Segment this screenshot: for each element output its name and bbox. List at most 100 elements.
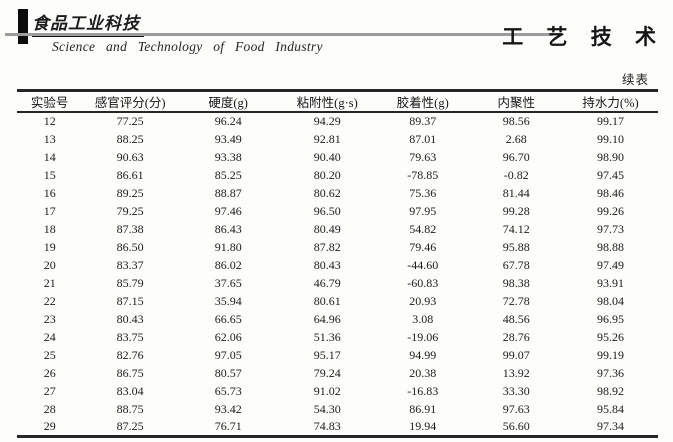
- value-cell: 97.95: [409, 203, 437, 218]
- value-cell: 98.90: [597, 149, 625, 164]
- value-cell: 86.02: [214, 257, 242, 272]
- table-row: 17 79.25 97.46 96.50 97.95 99.28 99.26: [17, 202, 658, 220]
- table-row: 25 82.76 97.05 95.17 94.99 99.07 99.19: [17, 346, 658, 364]
- value-cell: 79.24: [313, 365, 341, 380]
- value-cell: 80.49: [313, 221, 341, 236]
- value-cell: 93.91: [597, 275, 625, 290]
- value-cell: 87.82: [313, 239, 341, 254]
- value-cell: 67.78: [502, 257, 530, 272]
- logo-bar-mark: [18, 9, 28, 44]
- value-cell: 91.02: [313, 383, 341, 398]
- value-cell: 74.12: [502, 221, 530, 236]
- value-cell: 99.28: [502, 203, 530, 218]
- value-cell: 80.57: [214, 365, 242, 380]
- value-cell: 94.99: [409, 347, 437, 362]
- value-cell: 83.04: [116, 383, 144, 398]
- experiment-number-cell: 17: [43, 203, 56, 218]
- value-cell: 80.43: [313, 257, 341, 272]
- experiment-number-cell: 22: [43, 293, 56, 308]
- value-cell: 95.26: [597, 329, 625, 344]
- column-header: 实验号: [30, 96, 69, 110]
- journal-name-english: Science and Technology of Food Industry: [52, 39, 323, 54]
- table-row: 13 88.25 93.49 92.81 87.01 2.68 99.10: [17, 130, 658, 148]
- value-cell: 96.95: [597, 311, 625, 326]
- table-row: 14 90.63 93.38 90.40 79.63 96.70 98.90: [17, 148, 658, 166]
- value-cell: 75.36: [409, 185, 437, 200]
- value-cell: 79.63: [409, 149, 437, 164]
- value-cell: 83.37: [116, 257, 144, 272]
- value-cell: 46.79: [313, 275, 341, 290]
- experiment-number-cell: 28: [43, 401, 56, 416]
- value-cell: 87.15: [116, 293, 144, 308]
- value-cell: 93.49: [214, 131, 242, 146]
- column-header: 胶着性(g): [396, 96, 449, 110]
- value-cell: 98.88: [597, 239, 625, 254]
- value-cell: 92.81: [313, 131, 341, 146]
- value-cell: 91.80: [214, 239, 242, 254]
- value-cell: 80.61: [313, 293, 341, 308]
- value-cell: 87.38: [116, 221, 144, 236]
- experiment-number-cell: 14: [43, 149, 56, 164]
- value-cell: 94.29: [313, 114, 341, 128]
- value-cell: 86.91: [409, 401, 437, 416]
- value-cell: 33.30: [502, 383, 530, 398]
- experiment-number-cell: 15: [43, 167, 56, 182]
- value-cell: -78.85: [407, 167, 439, 182]
- value-cell: 37.65: [214, 275, 242, 290]
- experiment-number-cell: 29: [43, 418, 56, 433]
- value-cell: 95.88: [502, 239, 530, 254]
- value-cell: 88.25: [116, 131, 144, 146]
- value-cell: 90.40: [313, 149, 341, 164]
- value-cell: 97.46: [214, 203, 242, 218]
- experiment-number-cell: 18: [43, 221, 56, 236]
- continued-table-label: 续表: [621, 73, 649, 87]
- column-header: 持水力(%): [582, 96, 639, 110]
- value-cell: 88.75: [116, 401, 144, 416]
- value-cell: 20.93: [409, 293, 437, 308]
- value-cell: 72.78: [502, 293, 530, 308]
- value-cell: 74.83: [313, 418, 341, 433]
- value-cell: -16.83: [407, 383, 439, 398]
- value-cell: 97.36: [597, 365, 625, 380]
- value-cell: 95.17: [313, 347, 341, 362]
- value-cell: 85.79: [116, 275, 144, 290]
- value-cell: 2.68: [505, 131, 527, 146]
- value-cell: 20.38: [409, 365, 437, 380]
- value-cell: -19.06: [407, 329, 439, 344]
- value-cell: -60.83: [407, 275, 439, 290]
- value-cell: 81.44: [502, 185, 530, 200]
- table-row: 12 77.25 96.24 94.29 89.37 98.56 99.17: [17, 112, 658, 130]
- value-cell: 99.26: [597, 203, 625, 218]
- value-cell: 86.61: [116, 167, 144, 182]
- table-row: 29 87.25 76.71 74.83 19.94 56.60 97.34: [17, 418, 658, 436]
- value-cell: 80.62: [313, 185, 341, 200]
- experiment-number-cell: 13: [43, 131, 56, 146]
- experiment-number-cell: 26: [43, 365, 56, 380]
- value-cell: 97.63: [502, 401, 530, 416]
- table-row: 22 87.15 35.94 80.61 20.93 72.78 98.04: [17, 292, 658, 310]
- experiment-number-cell: 19: [43, 239, 56, 254]
- value-cell: -0.82: [503, 167, 529, 182]
- value-cell: 80.43: [116, 311, 144, 326]
- value-cell: 64.96: [313, 311, 341, 326]
- column-header: 粘附性(g·s): [296, 96, 358, 110]
- masthead-divider-rule: [5, 33, 553, 36]
- journal-logo-chinese: 食品工业科技: [32, 9, 144, 37]
- value-cell: 97.49: [597, 257, 625, 272]
- value-cell: 51.36: [313, 329, 341, 344]
- value-cell: 87.01: [409, 131, 437, 146]
- value-cell: 98.04: [597, 293, 625, 308]
- table-row: 18 87.38 86.43 80.49 54.82 74.12 97.73: [17, 220, 658, 238]
- value-cell: 66.65: [214, 311, 242, 326]
- experiment-number-cell: 27: [43, 383, 56, 398]
- value-cell: 90.63: [116, 149, 144, 164]
- value-cell: 86.50: [116, 239, 144, 254]
- experiment-number-cell: 25: [43, 347, 56, 362]
- value-cell: 89.25: [116, 185, 144, 200]
- value-cell: 35.94: [214, 293, 242, 308]
- value-cell: 98.38: [502, 275, 530, 290]
- value-cell: 93.38: [214, 149, 242, 164]
- value-cell: 48.56: [502, 311, 530, 326]
- experiment-number-cell: 20: [43, 257, 56, 272]
- experiment-number-cell: 21: [43, 275, 56, 290]
